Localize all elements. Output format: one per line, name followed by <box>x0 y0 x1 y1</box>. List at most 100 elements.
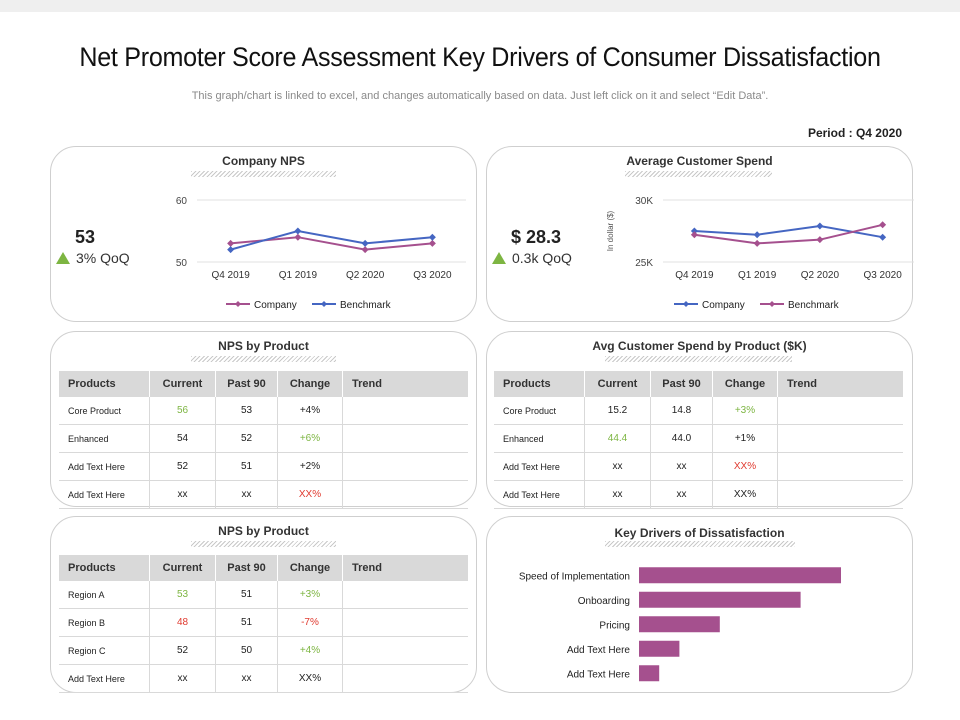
data-point-benchmark <box>816 236 824 244</box>
y-tick-label: 25K <box>635 258 653 269</box>
bar <box>639 591 801 608</box>
product-name-cell: Core Product <box>494 397 585 425</box>
bar <box>639 665 660 682</box>
product-name-cell: Region B <box>59 608 150 637</box>
legend-label: Benchmark <box>788 300 840 311</box>
legend-marker-icon <box>321 301 327 307</box>
table-row: Region B 48 51 -7% <box>59 608 468 637</box>
data-point-company <box>753 231 761 239</box>
nps-region-table: Products Current Past 90 Change Trend Region … <box>59 555 468 693</box>
series-line-benchmark <box>230 229 433 251</box>
product-name-cell: Add Text Here <box>59 664 150 693</box>
change-cell: XX% <box>277 480 343 509</box>
column-header: Change <box>277 371 343 397</box>
top-bar <box>0 0 960 12</box>
data-point-benchmark <box>294 227 302 235</box>
table-row: Region A 53 51 +3% <box>59 581 468 609</box>
y-tick-label: 30K <box>635 196 653 207</box>
legend-marker-icon <box>235 301 241 307</box>
table-row: Enhanced 44.4 44.0 +1% <box>494 424 903 453</box>
up-triangle-icon <box>492 252 506 264</box>
table-row: Region C 52 50 +4% <box>59 636 468 665</box>
data-point-company <box>690 227 698 235</box>
current-cell: 56 <box>149 397 216 425</box>
key-drivers-chart: Speed of Implementation Onboarding Pricing… <box>519 567 841 682</box>
title-underline <box>191 356 336 362</box>
kpi-change-text: 0.3k QoQ <box>512 250 572 266</box>
product-name-cell: Add Text Here <box>494 480 585 509</box>
change-cell: XX% <box>712 480 778 509</box>
column-header: Products <box>59 555 150 581</box>
product-name-cell: Add Text Here <box>59 452 150 481</box>
x-tick-label: Q4 2019 <box>675 270 714 281</box>
past-90-cell: 51 <box>215 452 278 481</box>
column-header: Trend <box>777 371 903 397</box>
y-axis-label: In dollar ($) <box>606 210 615 251</box>
company-nps-chart: 60 50 Q4 2019 Q1 2019 Q2 2020 Q3 2020 Company B… <box>176 196 466 311</box>
column-header: Current <box>149 555 216 581</box>
trend-cell <box>342 424 468 453</box>
current-cell: 15.2 <box>584 397 651 425</box>
trend-cell <box>777 424 903 453</box>
table-row: Add Text Here xx xx XX% <box>59 480 468 509</box>
panel-title: Key Drivers of Dissatisfaction <box>614 526 785 540</box>
trend-cell <box>342 581 468 609</box>
panel-title: Avg Customer Spend by Product ($K) <box>592 339 807 353</box>
table-row: Add Text Here 52 51 +2% <box>59 452 468 481</box>
series-line-benchmark <box>694 223 883 245</box>
bar-category-label: Onboarding <box>578 596 630 607</box>
trend-cell <box>777 452 903 481</box>
x-tick-label: Q3 2020 <box>863 270 902 281</box>
current-cell: xx <box>584 452 651 481</box>
product-name-cell: Enhanced <box>59 424 150 453</box>
table-row: Add Text Here xx xx XX% <box>59 664 468 693</box>
period-label: Period : Q4 2020 <box>807 126 902 140</box>
bar <box>639 640 680 657</box>
kpi-change-text: 3% QoQ <box>76 250 130 266</box>
current-cell: xx <box>584 480 651 509</box>
data-point-company <box>361 246 369 254</box>
past-90-cell: 51 <box>215 581 278 609</box>
data-point-company <box>816 222 824 230</box>
x-tick-label: Q1 2019 <box>279 270 318 281</box>
trend-cell <box>777 480 903 509</box>
current-cell: 48 <box>149 608 216 637</box>
column-header: Current <box>149 371 216 397</box>
past-90-cell: 44.0 <box>650 424 713 453</box>
legend-marker-icon <box>683 301 689 307</box>
past-90-cell: 51 <box>215 608 278 637</box>
legend-label: Benchmark <box>340 300 392 311</box>
trend-cell <box>342 664 468 693</box>
current-cell: 54 <box>149 424 216 453</box>
column-header: Current <box>584 371 651 397</box>
trend-cell <box>342 608 468 637</box>
legend-label: Company <box>702 300 745 311</box>
data-point-benchmark <box>879 221 887 229</box>
change-cell: +3% <box>712 397 778 425</box>
page-title: Net Promoter Score Assessment Key Driver… <box>79 42 881 72</box>
change-cell: +4% <box>277 636 343 665</box>
x-tick-label: Q2 2020 <box>801 270 840 281</box>
change-cell: XX% <box>277 664 343 693</box>
spend-product-table: Products Current Past 90 Change Trend Core Pr… <box>494 371 903 509</box>
product-name-cell: Add Text Here <box>494 452 585 481</box>
column-header: Products <box>494 371 585 397</box>
current-cell: 53 <box>149 581 216 609</box>
data-point-company <box>428 239 436 247</box>
title-underline <box>625 171 772 177</box>
company-nps-panel: Company NPS 53 3% QoQ 60 50 Q4 2019 Q1 2019… <box>50 146 477 322</box>
x-tick-label: Q3 2020 <box>413 270 452 281</box>
product-name-cell: Region C <box>59 636 150 665</box>
data-point-company <box>879 233 887 241</box>
column-header: Products <box>59 371 150 397</box>
trend-cell <box>342 452 468 481</box>
table-row: Enhanced 54 52 +6% <box>59 424 468 453</box>
data-point-benchmark <box>428 233 436 241</box>
bar <box>639 567 841 584</box>
title-underline <box>605 356 792 362</box>
change-cell: +1% <box>712 424 778 453</box>
column-header: Trend <box>342 371 468 397</box>
past-90-cell: 14.8 <box>650 397 713 425</box>
data-point-benchmark <box>361 239 369 247</box>
kpi-change: 3% QoQ <box>56 250 130 266</box>
